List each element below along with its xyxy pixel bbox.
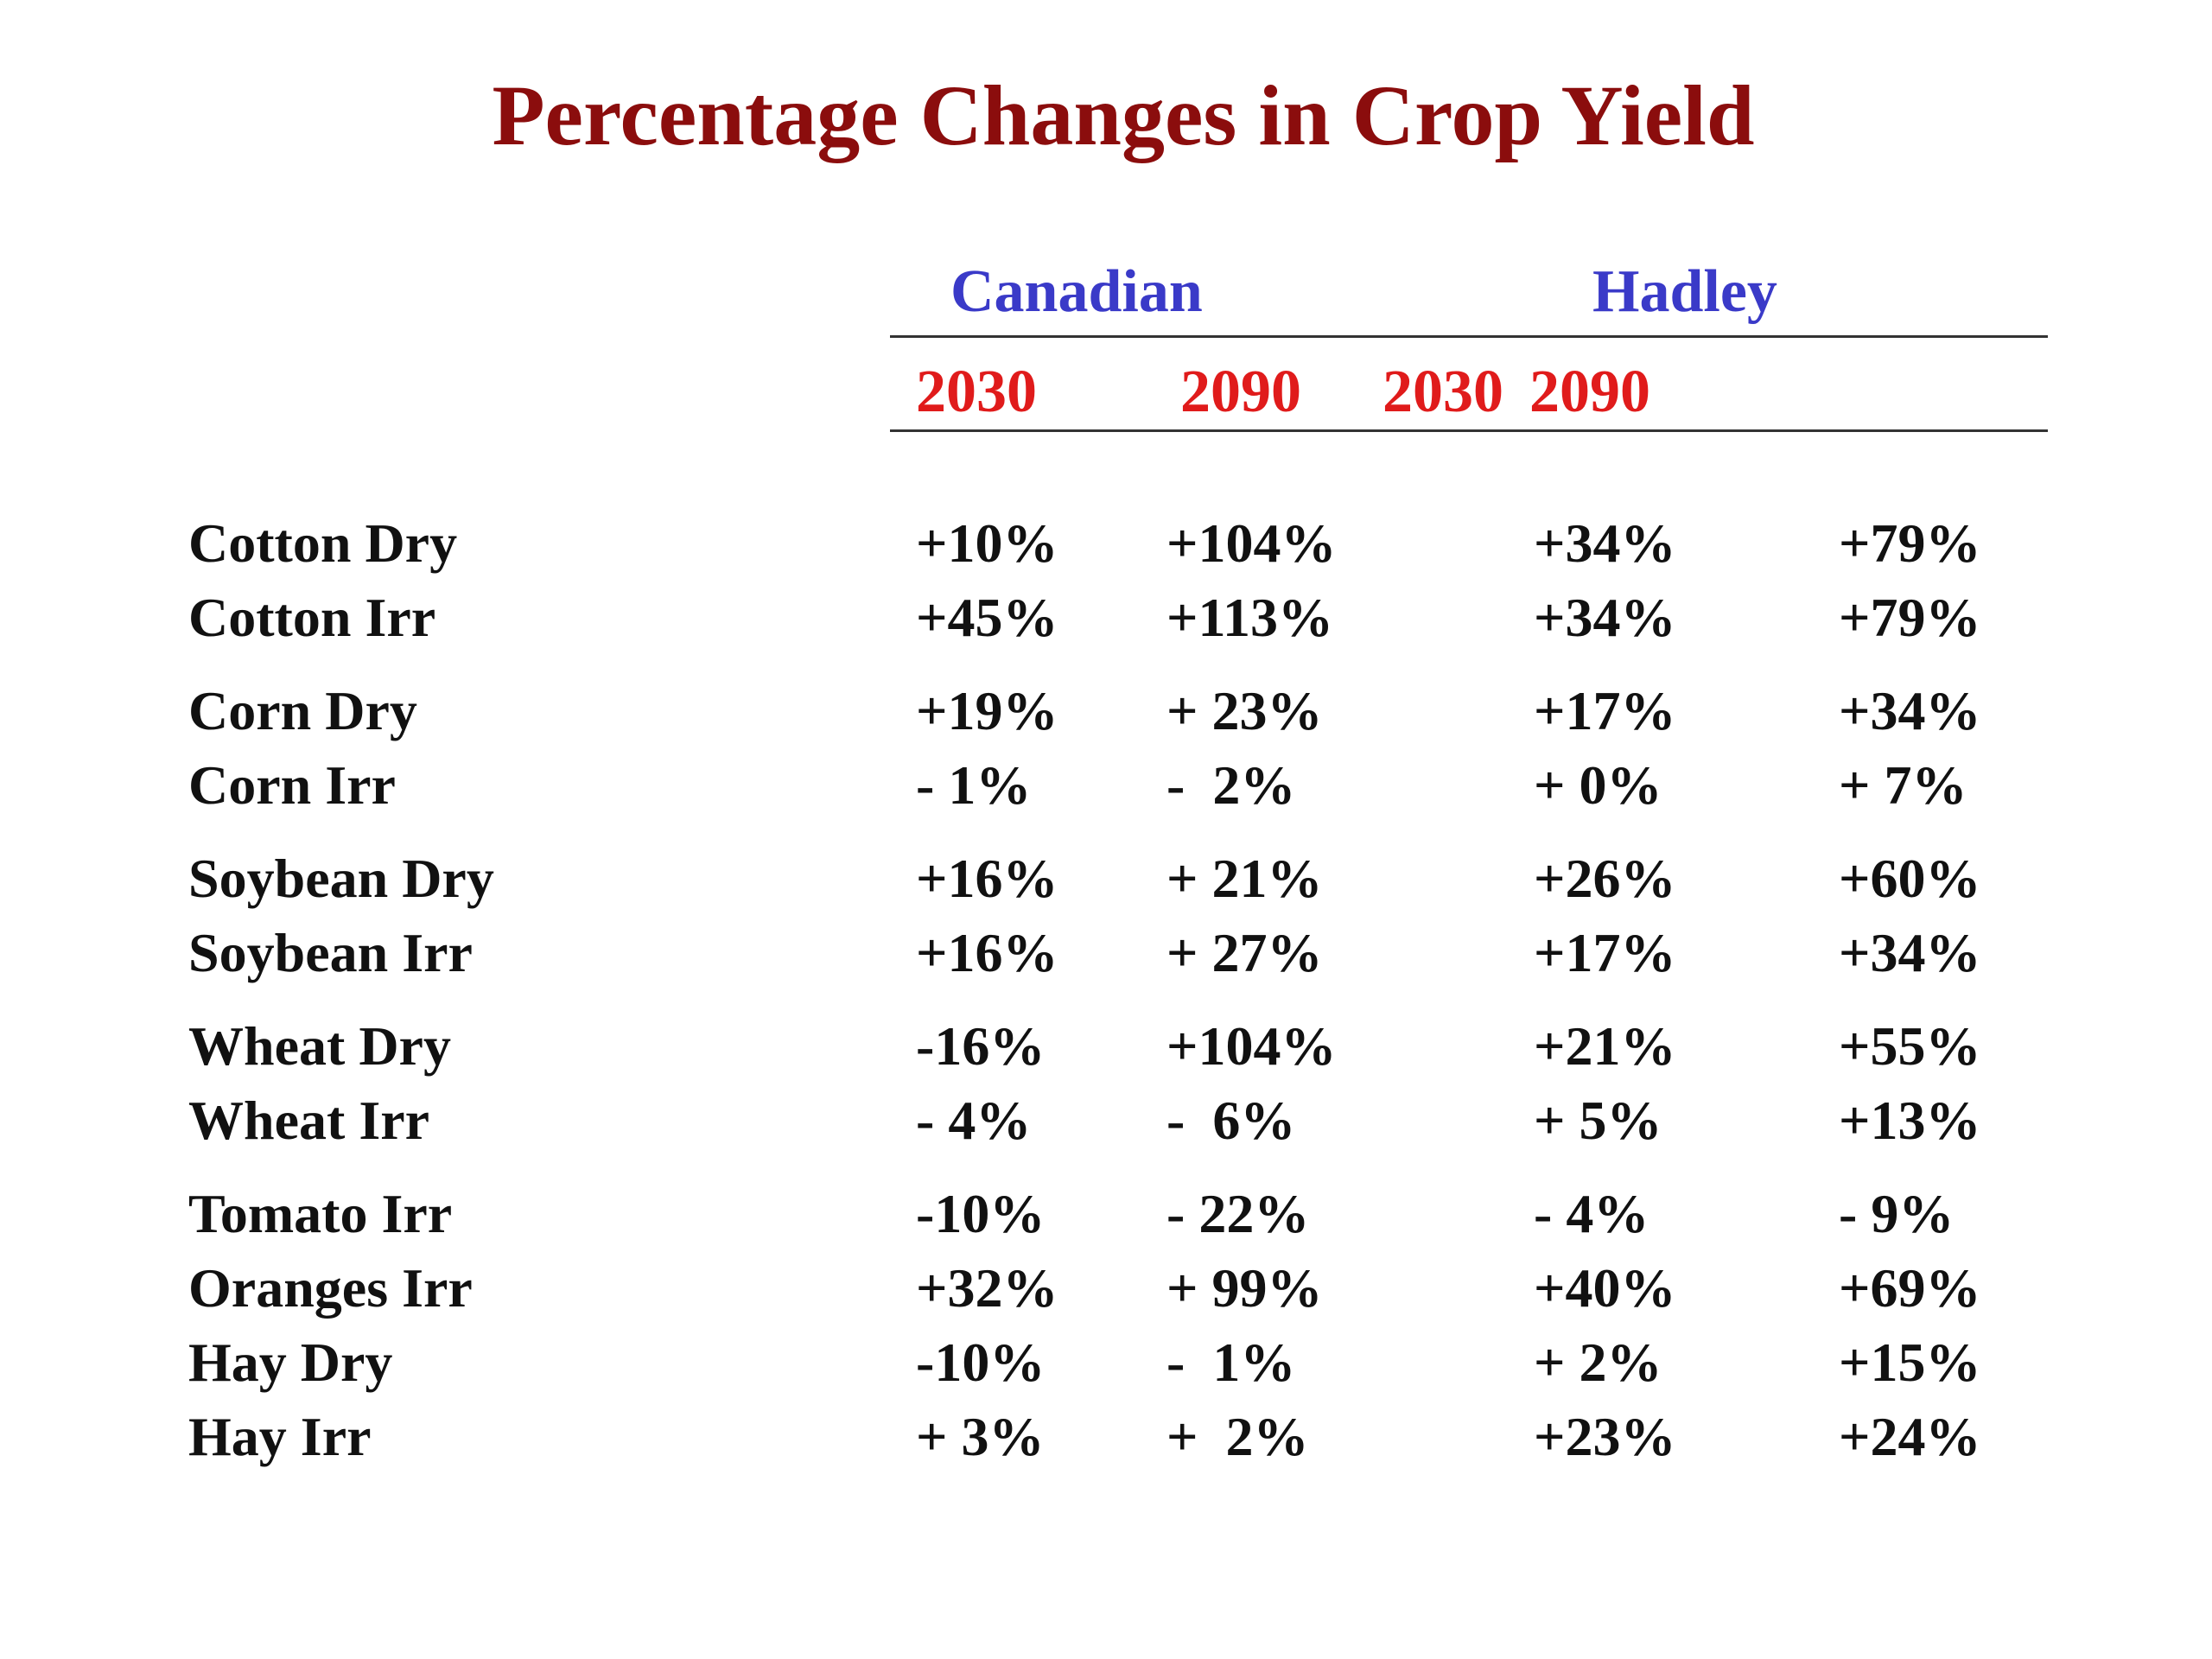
yield-change-value: - 1%	[1166, 1332, 1296, 1393]
yield-change-value: + 23%	[1166, 680, 1323, 741]
yield-change-value: -10%	[916, 1183, 1046, 1244]
yield-change-value: +45%	[916, 587, 1058, 648]
year-header-canadian-2030: 2030	[916, 359, 1037, 425]
yield-change-value: +34%	[1534, 512, 1676, 574]
table-row: Soybean Irr +16% + 27% +17% +34%	[0, 921, 2212, 999]
table-row: Wheat Irr - 4% - 6% + 5% +13%	[0, 1089, 2212, 1166]
yield-change-value: +34%	[1534, 587, 1676, 648]
crop-label: Hay Dry	[188, 1332, 393, 1393]
crop-label: Soybean Irr	[188, 922, 473, 983]
crop-label: Wheat Dry	[188, 1015, 451, 1077]
crop-label: Oranges Irr	[188, 1257, 473, 1319]
yield-change-value: +17%	[1534, 680, 1676, 741]
yield-change-value: +10%	[916, 512, 1058, 574]
table-row: Cotton Irr +45% +113% +34% +79%	[0, 586, 2212, 664]
yield-change-value: +79%	[1839, 587, 1981, 648]
yield-change-value: + 2%	[1166, 1406, 1309, 1467]
model-header-canadian: Canadian	[950, 258, 1203, 325]
yield-change-value: +113%	[1166, 587, 1333, 648]
table-row: Cotton Dry +10% +104% +34% +79%	[0, 512, 2212, 589]
yield-change-value: +34%	[1839, 922, 1981, 983]
yield-change-value: + 3%	[916, 1406, 1045, 1467]
yield-change-value: +16%	[916, 848, 1058, 909]
yield-change-value: +40%	[1534, 1257, 1676, 1319]
yield-change-value: - 2%	[1166, 754, 1296, 816]
crop-label: Cotton Irr	[188, 587, 436, 648]
year-header-hadley-2090: 2090	[1529, 359, 1650, 425]
yield-change-value: +21%	[1534, 1015, 1676, 1077]
yield-change-value: +60%	[1839, 848, 1981, 909]
yield-change-value: - 4%	[916, 1090, 1032, 1151]
yield-change-value: - 1%	[916, 754, 1032, 816]
model-header-hadley: Hadley	[1592, 258, 1777, 325]
table-row: Tomato Irr -10% - 22% - 4% - 9%	[0, 1182, 2212, 1260]
yield-change-value: +17%	[1534, 922, 1676, 983]
yield-change-value: + 27%	[1166, 922, 1323, 983]
yield-change-value: +104%	[1166, 1015, 1337, 1077]
yield-change-value: - 6%	[1166, 1090, 1296, 1151]
yield-change-value: + 21%	[1166, 848, 1323, 909]
yield-change-value: +23%	[1534, 1406, 1676, 1467]
yield-change-value: -10%	[916, 1332, 1046, 1393]
table-row: Corn Dry +19% + 23% +17% +34%	[0, 679, 2212, 757]
yield-change-value: -16%	[916, 1015, 1046, 1077]
page-title: Percentage Changes in Crop Yield	[492, 67, 1755, 163]
yield-change-value: + 5%	[1534, 1090, 1662, 1151]
crop-label: Corn Dry	[188, 680, 417, 741]
crop-label: Wheat Irr	[188, 1090, 430, 1151]
yield-change-value: +104%	[1166, 512, 1337, 574]
table-row: Oranges Irr +32% + 99% +40% +69%	[0, 1256, 2212, 1334]
yield-change-value: +26%	[1534, 848, 1676, 909]
header-divider-bottom	[890, 429, 2048, 432]
table-row: Corn Irr - 1% - 2% + 0% + 7%	[0, 753, 2212, 831]
year-header-hadley-2030: 2030	[1382, 359, 1503, 425]
yield-change-value: + 0%	[1534, 754, 1662, 816]
table-row: Hay Irr + 3% + 2% +23% +24%	[0, 1405, 2212, 1483]
yield-change-value: +34%	[1839, 680, 1981, 741]
yield-change-value: - 22%	[1166, 1183, 1310, 1244]
yield-change-value: +79%	[1839, 512, 1981, 574]
table-row: Hay Dry -10% - 1% + 2% +15%	[0, 1331, 2212, 1408]
header-divider-top	[890, 335, 2048, 338]
yield-change-value: + 2%	[1534, 1332, 1662, 1393]
yield-change-value: +15%	[1839, 1332, 1981, 1393]
year-header-canadian-2090: 2090	[1180, 359, 1301, 425]
yield-change-value: +19%	[916, 680, 1058, 741]
yield-change-value: + 7%	[1839, 754, 1967, 816]
crop-label: Tomato Irr	[188, 1183, 453, 1244]
yield-change-value: - 4%	[1534, 1183, 1649, 1244]
yield-change-value: +24%	[1839, 1406, 1981, 1467]
crop-label: Hay Irr	[188, 1406, 372, 1467]
crop-label: Corn Irr	[188, 754, 396, 816]
crop-label: Soybean Dry	[188, 848, 494, 909]
table-row: Wheat Dry -16% +104% +21% +55%	[0, 1014, 2212, 1092]
yield-change-value: + 99%	[1166, 1257, 1323, 1319]
table-row: Soybean Dry +16% + 21% +26% +60%	[0, 847, 2212, 925]
crop-label: Cotton Dry	[188, 512, 458, 574]
yield-change-value: +55%	[1839, 1015, 1981, 1077]
yield-change-value: +13%	[1839, 1090, 1981, 1151]
yield-change-value: +32%	[916, 1257, 1058, 1319]
yield-change-value: +69%	[1839, 1257, 1981, 1319]
yield-change-value: +16%	[916, 922, 1058, 983]
yield-change-value: - 9%	[1839, 1183, 1955, 1244]
